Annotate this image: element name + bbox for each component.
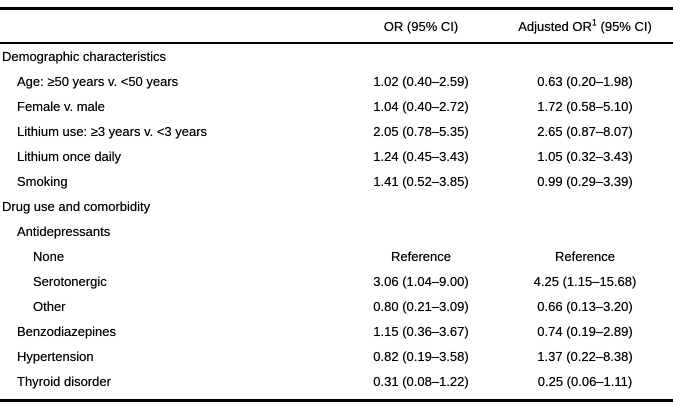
- row-label: Hypertension: [17, 349, 94, 364]
- table-row: Other 0.80 (0.21–3.09) 0.66 (0.13–3.20): [0, 294, 673, 319]
- table-row: Benzodiazepines 1.15 (0.36–3.67) 0.74 (0.1…: [0, 319, 673, 344]
- table-row: Demographic characteristics: [0, 44, 673, 69]
- table-top-rule: [0, 7, 673, 10]
- table-row: Serotonergic 3.06 (1.04–9.00) 4.25 (1.15–1…: [0, 269, 673, 294]
- or-value: 0.80 (0.21–3.09): [373, 299, 469, 314]
- row-label: Female v. male: [17, 99, 105, 114]
- adjusted-or-value: 0.25 (0.06–1.11): [537, 374, 633, 389]
- table-row: Antidepressants: [0, 219, 673, 244]
- adjusted-or-footnote-marker: 1: [591, 18, 597, 28]
- or-value: 1.04 (0.40–2.72): [373, 99, 469, 114]
- table-row: Thyroid disorder 0.31 (0.08–1.22) 0.25 (0.…: [0, 369, 673, 394]
- or-value: 1.41 (0.52–3.85): [373, 174, 469, 189]
- table-row: Drug use and comorbidity: [0, 194, 673, 219]
- adjusted-or-value: 1.37 (0.22–8.38): [537, 349, 633, 364]
- table-row: Age: ≥50 years v. <50 years 1.02 (0.40–2.…: [0, 69, 673, 94]
- adjusted-or-value: 0.99 (0.29–3.39): [537, 174, 633, 189]
- table-header-row: OR (95% CI) Adjusted OR1 (95% CI): [0, 10, 673, 42]
- table-bottom-rule: [0, 399, 673, 402]
- table-row: Smoking 1.41 (0.52–3.85) 0.99 (0.29–3.39): [0, 169, 673, 194]
- adjusted-or-value: Reference: [555, 249, 615, 264]
- adjusted-or-value: 0.63 (0.20–1.98): [537, 74, 633, 89]
- or-value: 0.31 (0.08–1.22): [373, 374, 469, 389]
- or-value: 0.82 (0.19–3.58): [373, 349, 469, 364]
- or-value: 1.15 (0.36–3.67): [373, 324, 469, 339]
- table-row: Hypertension 0.82 (0.19–3.58) 1.37 (0.22–8…: [0, 344, 673, 369]
- row-label: Lithium use: ≥3 years v. <3 years: [17, 124, 208, 139]
- row-label: Lithium once daily: [17, 149, 122, 164]
- row-label: Smoking: [17, 174, 68, 189]
- or-value: Reference: [391, 249, 451, 264]
- or-value: 1.02 (0.40–2.59): [373, 74, 469, 89]
- or-column-header: OR (95% CI): [383, 18, 459, 34]
- row-label: Age: ≥50 years v. <50 years: [17, 74, 179, 89]
- table-body: Demographic characteristics Age: ≥50 year…: [0, 44, 673, 394]
- adjusted-or-value: 0.74 (0.19–2.89): [537, 324, 633, 339]
- table-row: Lithium use: ≥3 years v. <3 years 2.05 (0…: [0, 119, 673, 144]
- adjusted-or-value: 2.65 (0.87–8.07): [537, 124, 633, 139]
- adjusted-or-value: 1.72 (0.58–5.10): [537, 99, 633, 114]
- row-label: None: [33, 249, 65, 264]
- table-row: Lithium once daily 1.24 (0.45–3.43) 1.05 (…: [0, 144, 673, 169]
- adjusted-or-value: 4.25 (1.15–15.68): [533, 274, 637, 289]
- table-row: None Reference Reference: [0, 244, 673, 269]
- row-label: Antidepressants: [17, 224, 111, 239]
- adjusted-or-value: 0.66 (0.13–3.20): [537, 299, 633, 314]
- adjusted-or-header-text: Adjusted OR: [518, 18, 592, 34]
- adjusted-or-value: 1.05 (0.32–3.43): [537, 149, 633, 164]
- adjusted-or-header-ci-text: (95% CI): [596, 18, 652, 34]
- or-value: 2.05 (0.78–5.35): [373, 124, 469, 139]
- table-header-rule: [0, 42, 673, 44]
- row-label: Benzodiazepines: [17, 324, 117, 339]
- row-label: Drug use and comorbidity: [2, 199, 151, 214]
- or-value: 3.06 (1.04–9.00): [373, 274, 469, 289]
- adjusted-or-column-header: Adjusted OR1 (95% CI): [497, 19, 673, 34]
- row-label: Thyroid disorder: [17, 374, 111, 389]
- row-label: Serotonergic: [33, 274, 107, 289]
- row-label: Other: [33, 299, 66, 314]
- table-row: Female v. male 1.04 (0.40–2.72) 1.72 (0.58…: [0, 94, 673, 119]
- row-label: Demographic characteristics: [2, 49, 167, 64]
- or-value: 1.24 (0.45–3.43): [373, 149, 469, 164]
